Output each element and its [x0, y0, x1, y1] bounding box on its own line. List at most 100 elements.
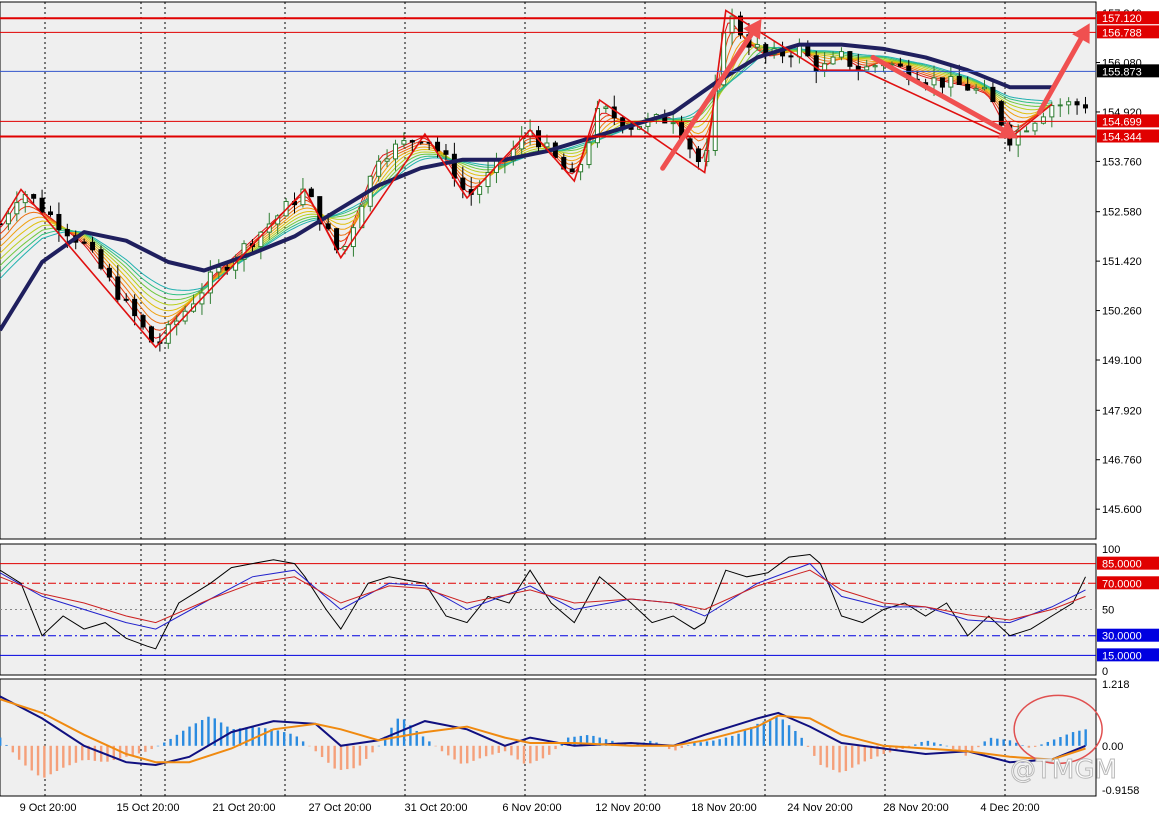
macd-histogram-bar [144, 745, 147, 752]
macd-histogram-bar [74, 745, 78, 763]
macd-histogram-bar [1040, 744, 1043, 746]
macd-histogram-bar [724, 737, 728, 746]
time-label: 31 Oct 20:00 [405, 802, 468, 814]
macd-histogram-bar [838, 745, 841, 773]
candle-body [216, 266, 222, 273]
macd-histogram-bar [491, 745, 494, 755]
macd-histogram-bar [1084, 729, 1087, 746]
macd-histogram-bar [245, 727, 248, 746]
macd-line [0, 695, 1086, 767]
rsi-level-tag-bg [1097, 628, 1159, 642]
price-panel-frame [0, 1, 1097, 540]
price-tick-label: 149.100 [1102, 355, 1142, 367]
candle-body [864, 66, 870, 71]
price-tick-label: 153.760 [1102, 156, 1142, 168]
candle-body [409, 140, 415, 143]
candle-body [1040, 116, 1046, 124]
candle-body [990, 86, 996, 103]
macd-histogram-bar [762, 721, 766, 746]
macd-histogram-bar [813, 745, 816, 756]
time-label: 21 Oct 20:00 [213, 802, 276, 814]
macd-histogram-bar [1071, 732, 1075, 746]
macd-histogram-bar [365, 745, 368, 759]
macd-histogram-bar [926, 740, 930, 746]
time-label: 18 Nov 20:00 [691, 802, 756, 814]
macd-histogram-bar [93, 745, 97, 761]
signal-line [0, 698, 1086, 764]
price-tick-label: 152.580 [1102, 207, 1142, 219]
macd-histogram-bar [150, 745, 153, 750]
candle-body [1066, 101, 1072, 106]
macd-histogram-bar [49, 745, 52, 775]
macd-histogram-bar [573, 736, 576, 746]
level-price-tag: 154.699 [1102, 116, 1142, 128]
macd-histogram-bar [850, 745, 854, 768]
oscillator-panel[interactable] [0, 553, 1096, 656]
macd-histogram-bar [434, 745, 437, 747]
macd-histogram-bar [554, 745, 557, 750]
candle-body [830, 56, 836, 65]
macd-histogram-bar [99, 745, 103, 762]
macd-histogram-bar [1065, 734, 1068, 746]
macd-histogram-bar [1008, 740, 1012, 746]
macd-histogram-bar [30, 745, 33, 771]
macd-histogram-bar [933, 742, 936, 746]
macd-histogram-bar [87, 745, 90, 761]
candle-body [123, 298, 129, 301]
candle-body [1024, 130, 1030, 133]
rsi-level-tag-bg [1097, 556, 1159, 570]
candle-body [207, 271, 213, 294]
candle-body [670, 122, 676, 125]
candle-body [544, 142, 550, 148]
oscillator-panel-frame [0, 543, 1097, 676]
candle-body [695, 148, 701, 163]
macd-histogram-bar [983, 741, 986, 746]
zigzag-line [0, 9, 1053, 349]
macd-histogram-bar [327, 745, 330, 763]
macd-histogram-bar [832, 745, 835, 770]
candle-body [460, 177, 466, 191]
macd-histogram-bar [163, 742, 166, 746]
macd-histogram-bar [68, 745, 71, 766]
candle-body [998, 101, 1004, 126]
price-panel[interactable] [0, 8, 1096, 352]
candle-body [140, 315, 146, 328]
macd-histogram-bar [264, 728, 267, 746]
level-price-tag-bg [1097, 25, 1159, 39]
macd-histogram-bar [819, 745, 822, 765]
macd-histogram-bar [1002, 739, 1005, 746]
macd-histogram-bar [592, 735, 595, 746]
trend-arrow-head [997, 120, 1019, 139]
time-axis: 9 Oct 20:00 15 Oct 20:00 21 Oct 20:00 27 Oc… [20, 802, 1040, 814]
macd-histogram-bar [352, 745, 355, 769]
macd-histogram-bar [743, 730, 747, 746]
macd-histogram-bar [106, 745, 109, 762]
macd-histogram-bar [781, 719, 784, 746]
macd-histogram-bar [566, 737, 570, 746]
rsi-level-tag: 30.0000 [1102, 631, 1142, 643]
macd-histogram-bar [478, 745, 482, 759]
candle-body [115, 276, 121, 300]
macd-panel[interactable] [0, 694, 1103, 778]
rsi-tick-label: 100 [1102, 544, 1120, 556]
rsi-tick-label: 0 [1102, 666, 1108, 678]
macd-tick-label: -0.9158 [1102, 785, 1139, 797]
macd-histogram-bar [358, 745, 362, 766]
macd-histogram-bar [415, 730, 418, 746]
macd-histogram-bar [295, 736, 299, 746]
candle-body [788, 55, 794, 58]
macd-histogram-bar [0, 737, 2, 746]
macd-histogram-bar [750, 727, 753, 746]
candle-body [973, 88, 979, 91]
macd-histogram-bar [289, 733, 292, 746]
macd-histogram-bar [453, 745, 456, 760]
level-price-tag: 157.120 [1102, 13, 1142, 25]
candle-body [132, 298, 138, 317]
candle-body [931, 77, 937, 86]
macd-histogram-bar [421, 736, 425, 746]
macd-histogram-bar [24, 745, 27, 766]
macd-histogram-bar [718, 739, 721, 746]
candle-body [855, 65, 861, 71]
macd-histogram-bar [339, 745, 343, 770]
